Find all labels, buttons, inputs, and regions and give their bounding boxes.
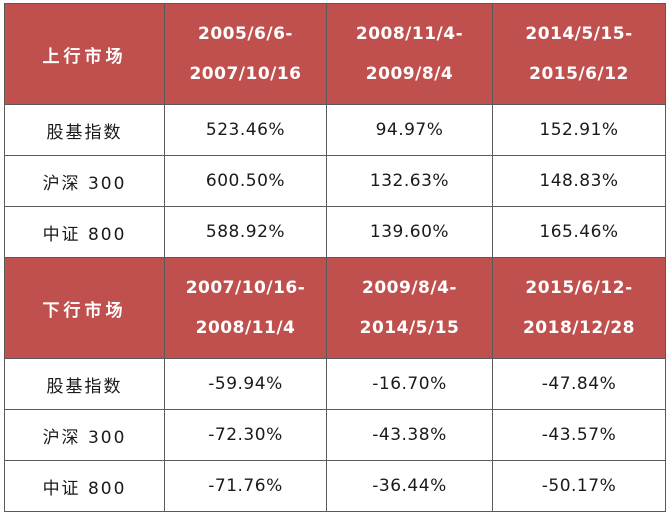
period-start: 2015/6/12- bbox=[525, 278, 633, 298]
row-label: 股基指数 bbox=[4, 358, 165, 410]
table-row: 沪深 300 -72.30% -43.38% -43.57% bbox=[4, 409, 666, 461]
period-end: 2009/8/4 bbox=[365, 64, 454, 84]
value-cell: 94.97% bbox=[326, 104, 493, 156]
period-header: 2008/11/4- 2009/8/4 bbox=[326, 3, 493, 105]
value-cell: 588.92% bbox=[164, 206, 327, 258]
value-cell: 165.46% bbox=[492, 206, 666, 258]
period-header: 2009/8/4- 2014/5/15 bbox=[326, 257, 493, 359]
value-cell: -43.57% bbox=[492, 409, 666, 461]
row-label: 沪深 300 bbox=[4, 155, 165, 207]
period-end: 2007/10/16 bbox=[189, 64, 302, 84]
period-start: 2014/5/15- bbox=[525, 24, 633, 44]
value-cell: -71.76% bbox=[164, 460, 327, 512]
row-label: 中证 800 bbox=[4, 206, 165, 258]
value-cell: -47.84% bbox=[492, 358, 666, 410]
table-row: 股基指数 -59.94% -16.70% -47.84% bbox=[4, 358, 666, 410]
table-row: 中证 800 588.92% 139.60% 165.46% bbox=[4, 206, 666, 258]
row-label: 沪深 300 bbox=[4, 409, 165, 461]
value-cell: -50.17% bbox=[492, 460, 666, 512]
period-start: 2007/10/16- bbox=[185, 278, 306, 298]
period-header: 2005/6/6- 2007/10/16 bbox=[164, 3, 327, 105]
value-cell: 600.50% bbox=[164, 155, 327, 207]
row-label: 中证 800 bbox=[4, 460, 165, 512]
period-end: 2018/12/28 bbox=[522, 318, 636, 338]
value-cell: 148.83% bbox=[492, 155, 666, 207]
period-start: 2009/8/4- bbox=[362, 278, 457, 298]
value-cell: 132.63% bbox=[326, 155, 493, 207]
period-header: 2014/5/15- 2015/6/12 bbox=[492, 3, 666, 105]
section-label-down: 下行市场 bbox=[4, 257, 165, 359]
value-cell: 139.60% bbox=[326, 206, 493, 258]
value-cell: -43.38% bbox=[326, 409, 493, 461]
value-cell: -72.30% bbox=[164, 409, 327, 461]
table-row: 股基指数 523.46% 94.97% 152.91% bbox=[4, 104, 666, 156]
value-cell: -36.44% bbox=[326, 460, 493, 512]
period-start: 2005/6/6- bbox=[198, 24, 293, 44]
value-cell: 523.46% bbox=[164, 104, 327, 156]
period-end: 2015/6/12 bbox=[529, 64, 629, 84]
table-row: 沪深 300 600.50% 132.63% 148.83% bbox=[4, 155, 666, 207]
period-header: 2007/10/16- 2008/11/4 bbox=[164, 257, 327, 359]
row-label: 股基指数 bbox=[4, 104, 165, 156]
period-end: 2014/5/15 bbox=[359, 318, 460, 338]
section-header-row-down: 下行市场 2007/10/16- 2008/11/4 2009/8/4- 201… bbox=[4, 257, 666, 359]
market-returns-table: 上行市场 2005/6/6- 2007/10/16 2008/11/4- 200… bbox=[4, 3, 666, 512]
value-cell: -16.70% bbox=[326, 358, 493, 410]
section-label-up: 上行市场 bbox=[4, 3, 165, 105]
section-header-row-up: 上行市场 2005/6/6- 2007/10/16 2008/11/4- 200… bbox=[4, 3, 666, 105]
period-start: 2008/11/4- bbox=[355, 24, 464, 44]
period-end: 2008/11/4 bbox=[195, 318, 296, 338]
value-cell: 152.91% bbox=[492, 104, 666, 156]
value-cell: -59.94% bbox=[164, 358, 327, 410]
table-row: 中证 800 -71.76% -36.44% -50.17% bbox=[4, 460, 666, 512]
period-header: 2015/6/12- 2018/12/28 bbox=[492, 257, 666, 359]
